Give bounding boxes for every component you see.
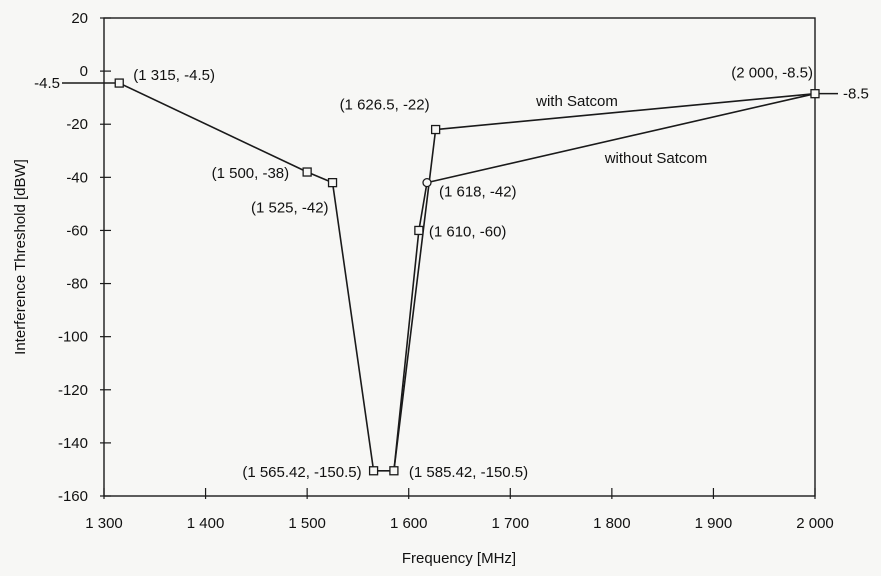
data-point-label: (1 315, -4.5) [133, 67, 215, 84]
data-point-marker [327, 177, 338, 188]
y-tick-label: -80 [66, 276, 88, 293]
data-point-label: (1 585.42, -150.5) [409, 464, 528, 481]
data-point-marker [302, 167, 312, 177]
data-point-label: (1 565.42, -150.5) [242, 464, 361, 481]
y-tick-label: -160 [58, 488, 88, 505]
data-point-marker [430, 124, 441, 135]
series-line-with-satcom [118, 82, 816, 472]
data-point-marker [414, 225, 424, 236]
x-tick-label: 1 500 [288, 515, 326, 532]
x-tick-label: 1 300 [85, 515, 123, 532]
y-tick-label: 20 [71, 10, 88, 27]
data-point-label: (1 618, -42) [439, 184, 517, 201]
x-tick-label: 2 000 [796, 515, 834, 532]
data-point-marker [389, 466, 399, 476]
data-point-label: (1 626.5, -22) [340, 97, 430, 114]
x-tick-label: 1 900 [695, 515, 733, 532]
y-tick-label: -40 [66, 169, 88, 186]
data-point-marker [368, 466, 379, 476]
data-point-label: (1 500, -38) [212, 165, 290, 182]
data-point-label: (1 610, -60) [429, 223, 507, 240]
x-tick-label: 1 600 [390, 515, 428, 532]
x-axis-title: Frequency [MHz] [402, 550, 516, 567]
y-tick-label: -20 [66, 116, 88, 133]
plot-area [103, 17, 816, 497]
y-tick-label: 0 [80, 63, 88, 80]
y-tick-label: -120 [58, 382, 88, 399]
y-tick-label: -100 [58, 329, 88, 346]
y-axis-title: Interference Threshold [dBW] [12, 159, 29, 355]
data-point-label: (1 525, -42) [251, 200, 329, 217]
data-point-label: (2 000, -8.5) [731, 65, 813, 82]
x-tick-label: 1 800 [593, 515, 631, 532]
right-edge-value-label: -8.5 [843, 86, 869, 103]
data-point-marker [810, 89, 820, 99]
data-point-marker [422, 177, 432, 188]
x-tick-label: 1 700 [492, 515, 530, 532]
series-line-without-satcom [393, 92, 816, 471]
y-tick-label: -60 [66, 222, 88, 239]
x-tick-label: 1 400 [187, 515, 225, 532]
y-tick-label: -140 [58, 435, 88, 452]
series-label-with-satcom: with Satcom [535, 93, 618, 110]
left-edge-value-label: -4.5 [34, 75, 60, 92]
data-point-marker [114, 78, 124, 88]
series-label-without-satcom: without Satcom [604, 150, 708, 167]
